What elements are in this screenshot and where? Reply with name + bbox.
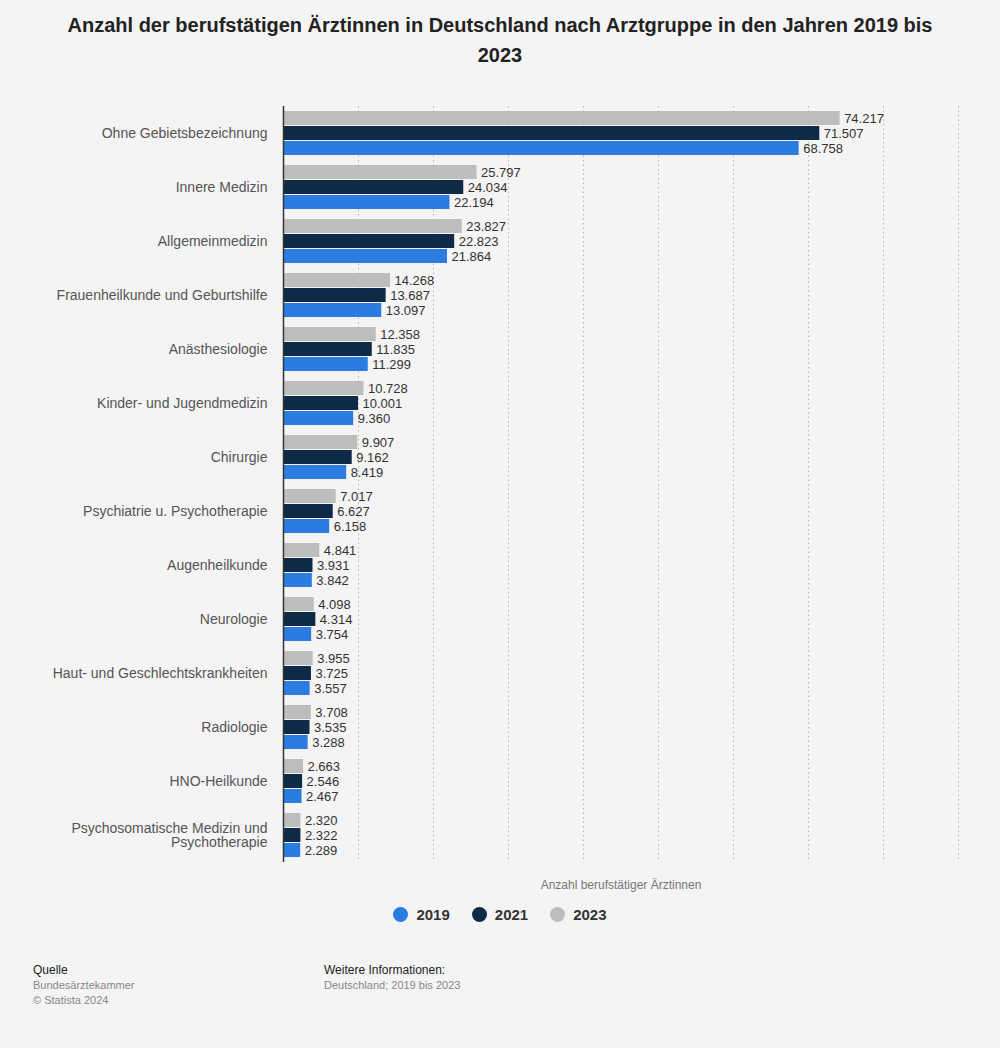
svg-text:Anzahl berufstätiger Ärztinnen: Anzahl berufstätiger Ärztinnen bbox=[541, 878, 702, 892]
svg-text:Allgemeinmedizin: Allgemeinmedizin bbox=[158, 233, 268, 249]
svg-text:10.001: 10.001 bbox=[363, 396, 403, 411]
svg-text:9.162: 9.162 bbox=[356, 450, 389, 465]
svg-text:9.360: 9.360 bbox=[358, 411, 391, 426]
svg-text:3.725: 3.725 bbox=[315, 666, 348, 681]
svg-text:22.194: 22.194 bbox=[454, 195, 494, 210]
svg-text:Innere Medizin: Innere Medizin bbox=[176, 179, 268, 195]
svg-text:Psychiatrie u. Psychotherapie: Psychiatrie u. Psychotherapie bbox=[83, 503, 268, 519]
svg-text:Augenheilkunde: Augenheilkunde bbox=[167, 557, 268, 573]
svg-text:7.017: 7.017 bbox=[340, 489, 373, 504]
html-text:Quelle: Quelle bbox=[33, 963, 68, 977]
svg-text:2.546: 2.546 bbox=[307, 774, 340, 789]
svg-text:14.268: 14.268 bbox=[395, 273, 435, 288]
svg-text:4.098: 4.098 bbox=[318, 597, 351, 612]
svg-text:3.842: 3.842 bbox=[316, 573, 349, 588]
svg-text:11.835: 11.835 bbox=[376, 342, 415, 357]
svg-text:6.627: 6.627 bbox=[337, 504, 370, 519]
svg-text:2.320: 2.320 bbox=[305, 813, 338, 828]
svg-text:13.097: 13.097 bbox=[386, 303, 426, 318]
svg-text:12.358: 12.358 bbox=[380, 327, 420, 342]
html-text:Bundesärztekammer: Bundesärztekammer bbox=[33, 979, 135, 991]
svg-text:Neurologie: Neurologie bbox=[200, 611, 268, 627]
svg-text:3.955: 3.955 bbox=[317, 651, 350, 666]
svg-text:Kinder- und Jugendmedizin: Kinder- und Jugendmedizin bbox=[97, 395, 267, 411]
svg-text:3.557: 3.557 bbox=[314, 681, 347, 696]
svg-text:2.663: 2.663 bbox=[307, 759, 340, 774]
svg-text:Frauenheilkunde und Geburtshil: Frauenheilkunde und Geburtshilfe bbox=[57, 287, 268, 303]
html-text:Deutschland; 2019 bis 2023: Deutschland; 2019 bis 2023 bbox=[324, 979, 461, 991]
svg-text:2.467: 2.467 bbox=[306, 789, 339, 804]
svg-text:3.288: 3.288 bbox=[312, 735, 345, 750]
svg-text:9.907: 9.907 bbox=[362, 435, 395, 450]
svg-text:23.827: 23.827 bbox=[466, 219, 506, 234]
svg-text:6.158: 6.158 bbox=[334, 519, 367, 534]
svg-text:2.289: 2.289 bbox=[305, 843, 338, 858]
svg-text:22.823: 22.823 bbox=[459, 234, 499, 249]
html-text:2023: 2023 bbox=[573, 906, 607, 923]
svg-text:Haut- und Geschlechtskrankheit: Haut- und Geschlechtskrankheiten bbox=[53, 665, 268, 681]
svg-text:Radiologie: Radiologie bbox=[201, 719, 267, 735]
svg-text:25.797: 25.797 bbox=[481, 165, 521, 180]
svg-text:71.507: 71.507 bbox=[824, 126, 864, 141]
svg-text:2.322: 2.322 bbox=[305, 828, 338, 843]
svg-text:3.535: 3.535 bbox=[314, 720, 347, 735]
svg-text:8.419: 8.419 bbox=[351, 465, 384, 480]
svg-text:Anästhesiologie: Anästhesiologie bbox=[169, 341, 268, 357]
svg-text:4.841: 4.841 bbox=[324, 543, 357, 558]
svg-text:74.217: 74.217 bbox=[844, 111, 884, 126]
svg-text:Chirurgie: Chirurgie bbox=[211, 449, 268, 465]
svg-text:4.314: 4.314 bbox=[320, 612, 353, 627]
html-text:2021: 2021 bbox=[494, 906, 529, 923]
svg-text:10.728: 10.728 bbox=[368, 381, 408, 396]
svg-text:3.931: 3.931 bbox=[317, 558, 350, 573]
html-text:Weitere Informationen:: Weitere Informationen: bbox=[324, 963, 446, 977]
svg-text:Ohne Gebietsbezeichnung: Ohne Gebietsbezeichnung bbox=[102, 125, 268, 141]
svg-text:HNO-Heilkunde: HNO-Heilkunde bbox=[169, 773, 267, 789]
svg-text:24.034: 24.034 bbox=[468, 180, 508, 195]
svg-text:68.758: 68.758 bbox=[803, 141, 843, 156]
html-text:© Statista 2024: © Statista 2024 bbox=[33, 994, 109, 1006]
svg-text:3.754: 3.754 bbox=[316, 627, 349, 642]
html-text:2019: 2019 bbox=[416, 906, 450, 923]
html-text:Anzahl der berufstätigen Ärzti: Anzahl der berufstätigen Ärztinnen in De… bbox=[67, 14, 933, 66]
svg-text:11.299: 11.299 bbox=[372, 357, 411, 372]
svg-text:13.687: 13.687 bbox=[390, 288, 430, 303]
svg-text:3.708: 3.708 bbox=[315, 705, 348, 720]
svg-text:21.864: 21.864 bbox=[451, 249, 491, 264]
svg-text:Psychosomatische Medizin undPs: Psychosomatische Medizin undPsychotherap… bbox=[71, 820, 267, 850]
